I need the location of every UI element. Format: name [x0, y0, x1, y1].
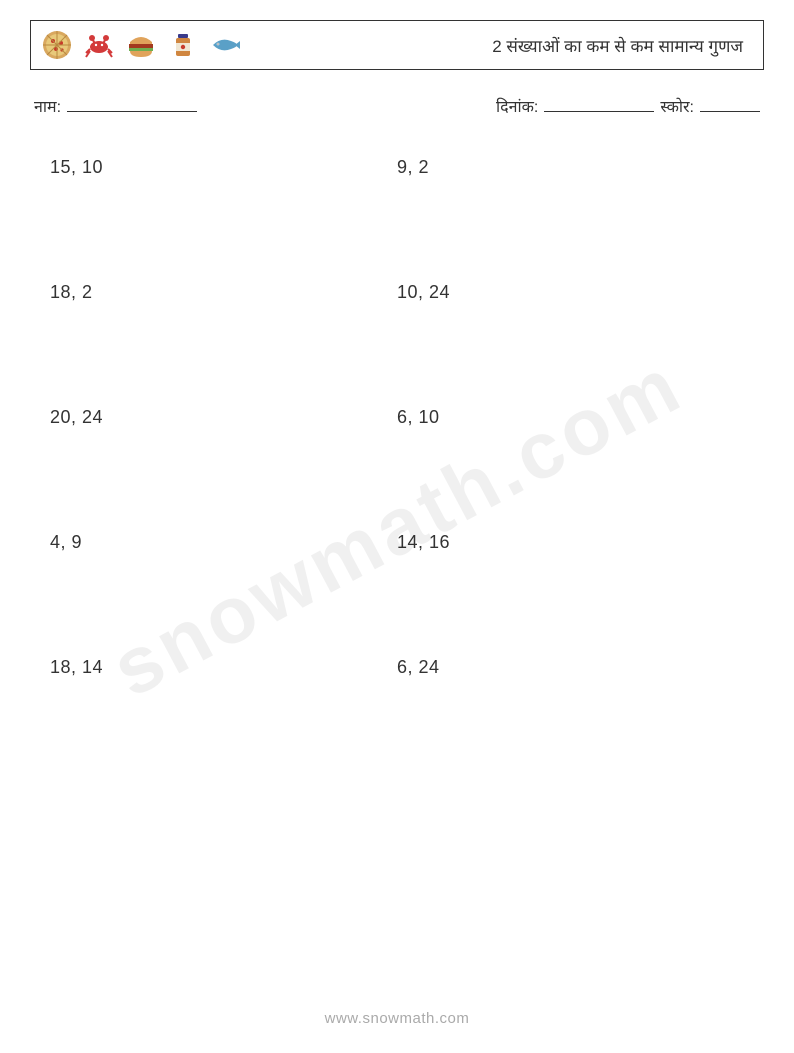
crab-icon: [83, 29, 115, 61]
jar-icon: [167, 29, 199, 61]
score-blank[interactable]: [700, 94, 760, 112]
problem-cell: 9, 2: [397, 157, 744, 178]
problem-cell: 10, 24: [397, 282, 744, 303]
header-icons: [41, 29, 241, 61]
date-label: दिनांक:: [496, 95, 538, 117]
meta-right-group: दिनांक: स्कोर:: [496, 94, 760, 117]
name-label: नाम:: [34, 95, 61, 117]
meta-row: नाम: दिनांक: स्कोर:: [30, 94, 764, 117]
pizza-icon: [41, 29, 73, 61]
worksheet-title: 2 संख्याओं का कम से कम सामान्य गुणज: [492, 34, 753, 57]
problems-grid: 15, 10 9, 2 18, 2 10, 24 20, 24 6, 10 4,…: [30, 157, 764, 678]
burger-icon: [125, 29, 157, 61]
problem-cell: 15, 10: [50, 157, 397, 178]
problem-cell: 18, 14: [50, 657, 397, 678]
problem-cell: 18, 2: [50, 282, 397, 303]
meta-name-group: नाम:: [34, 94, 197, 117]
date-blank[interactable]: [544, 94, 654, 112]
fish-icon: [209, 29, 241, 61]
footer-url: www.snowmath.com: [0, 1010, 794, 1027]
meta-date-group: दिनांक:: [496, 94, 654, 117]
name-blank[interactable]: [67, 94, 197, 112]
problem-cell: 20, 24: [50, 407, 397, 428]
problem-cell: 14, 16: [397, 532, 744, 553]
worksheet-page: snowmath.com: [0, 0, 794, 1053]
problem-cell: 4, 9: [50, 532, 397, 553]
problem-cell: 6, 24: [397, 657, 744, 678]
meta-score-group: स्कोर:: [660, 94, 760, 117]
score-label: स्कोर:: [660, 95, 694, 117]
header-box: 2 संख्याओं का कम से कम सामान्य गुणज: [30, 20, 764, 70]
problem-cell: 6, 10: [397, 407, 744, 428]
